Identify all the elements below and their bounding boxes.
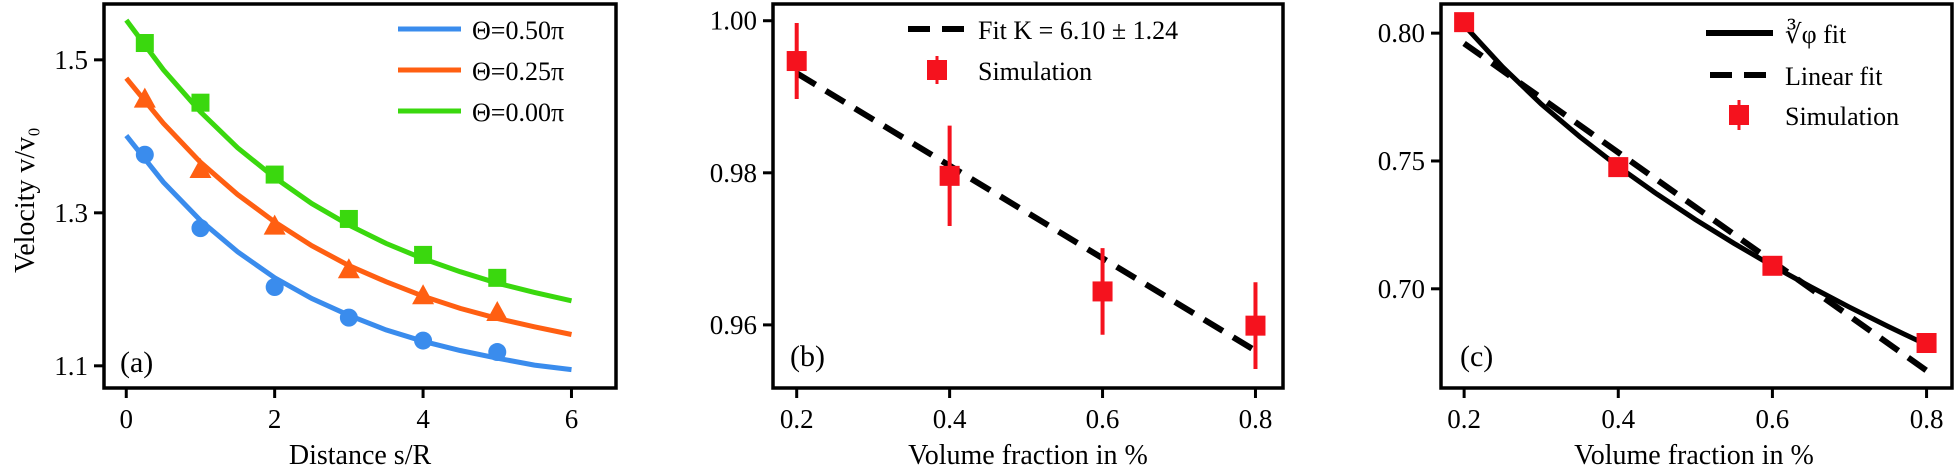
data-point-circle	[135, 145, 154, 164]
axes-frame	[102, 2, 618, 390]
x-tick-label: 0.8	[1910, 404, 1944, 434]
data-point-triangle	[189, 157, 212, 178]
x-tick-label: 2	[268, 404, 282, 434]
data-point-square	[135, 34, 154, 53]
data-point-triangle	[133, 87, 156, 108]
x-tick-label: 0.2	[1447, 404, 1481, 434]
data-point-square	[414, 245, 433, 264]
simulation-point	[786, 51, 807, 72]
legend-marker-simulation	[1729, 105, 1749, 125]
data-point-circle	[191, 219, 210, 238]
data-point-square	[488, 268, 507, 287]
x-tick-label: 0.6	[1756, 404, 1790, 434]
panel-label-b: (b)	[790, 340, 825, 373]
simulation-point	[1245, 315, 1266, 336]
axes-frame	[1439, 2, 1954, 390]
y-tick-label: 1.5	[54, 45, 88, 75]
data-point-square	[191, 93, 210, 112]
y-axis-label-a: Velocity v/v₀	[10, 127, 41, 273]
panel-b-marks: 0.2 0.4 0.6 0.8 0.96 0.98 1.00	[710, 2, 1285, 434]
panel-b: 0.2 0.4 0.6 0.8 0.96 0.98 1.00 (b) Volume frac…	[710, 2, 1285, 471]
x-axis-label-a: Distance s/R	[289, 440, 432, 471]
legend-c: ∛φ fit Linear fit Simulation	[1785, 18, 1899, 131]
simulation-point	[1608, 157, 1629, 178]
legend-label-theta-000: Θ=0.00π	[472, 98, 564, 127]
fit-curve-blue	[124, 134, 572, 373]
y-tick-label: 1.1	[54, 351, 88, 381]
panel-a-marks: 0 2 4 6 1.1 1.3 1.5	[54, 2, 618, 434]
legend-b: Fit K = 6.10 ± 1.24 Simulation	[978, 16, 1178, 86]
data-point-circle	[265, 278, 284, 297]
data-point-square	[265, 165, 284, 184]
legend-label-simulation-b: Simulation	[978, 57, 1092, 86]
y-tick-label: 0.80	[1378, 18, 1425, 48]
y-tick-label: 0.98	[710, 158, 757, 188]
y-tick-label: 1.3	[54, 198, 88, 228]
x-tick-label: 4	[416, 404, 430, 434]
legend-label-cuberoot-fit: ∛φ fit	[1785, 18, 1847, 49]
data-point-circle	[339, 308, 358, 327]
simulation-point	[1092, 281, 1113, 302]
legend-label-linear-fit: Linear fit	[1785, 62, 1883, 91]
data-point-triangle	[337, 258, 360, 279]
legend-label-theta-025: Θ=0.25π	[472, 57, 564, 86]
x-axis-label-b: Volume fraction in %	[908, 440, 1148, 471]
panel-label-a: (a)	[120, 346, 153, 379]
panel-c: 0.2 0.4 0.6 0.8 0.70 0.75 0.80 (c) Volume frac…	[1378, 2, 1954, 471]
x-tick-label: 0.4	[933, 404, 967, 434]
legend-marker-simulation	[927, 60, 947, 80]
simulation-point	[1454, 12, 1475, 33]
linear-fit-line	[1462, 40, 1929, 374]
data-point-circle	[488, 343, 507, 362]
panel-label-c: (c)	[1460, 340, 1493, 373]
x-tick-label: 0.6	[1086, 404, 1120, 434]
data-point-square	[339, 209, 358, 228]
y-tick-label: 0.96	[710, 310, 757, 340]
y-tick-label: 0.70	[1378, 274, 1425, 304]
x-tick-label: 0.4	[1601, 404, 1635, 434]
data-point-triangle	[412, 284, 435, 305]
legend-label-theta-050: Θ=0.50π	[472, 16, 564, 45]
fit-line-dashed	[795, 70, 1258, 354]
panel-c-marks: 0.2 0.4 0.6 0.8 0.70 0.75 0.80	[1378, 2, 1954, 434]
data-point-triangle	[263, 214, 286, 235]
x-tick-label: 0.8	[1239, 404, 1273, 434]
data-point-circle	[414, 331, 433, 350]
y-tick-label: 1.00	[710, 6, 757, 36]
x-tick-label: 0	[120, 404, 134, 434]
legend-label-simulation-c: Simulation	[1785, 102, 1899, 131]
x-tick-label: 0.2	[780, 404, 814, 434]
simulation-point	[1916, 333, 1937, 354]
x-tick-label: 6	[565, 404, 579, 434]
x-axis-label-c: Volume fraction in %	[1574, 440, 1814, 471]
data-point-triangle	[486, 301, 509, 322]
panel-a: 0 2 4 6 1.1 1.3 1.5 (a) Distance s/R Velocity …	[10, 2, 618, 471]
simulation-point	[1762, 255, 1783, 276]
cuberoot-fit-curve	[1462, 23, 1928, 348]
simulation-point	[939, 165, 960, 186]
y-tick-label: 0.75	[1378, 146, 1425, 176]
axes-frame	[771, 2, 1285, 390]
legend-a: Θ=0.50π Θ=0.25π Θ=0.00π	[472, 16, 564, 127]
legend-label-fit: Fit K = 6.10 ± 1.24	[978, 16, 1178, 45]
